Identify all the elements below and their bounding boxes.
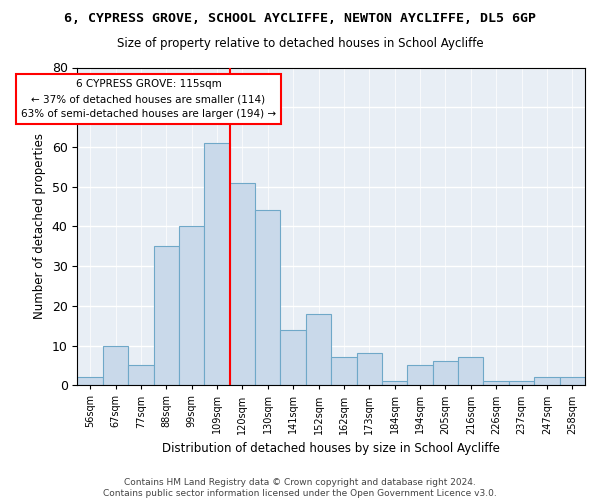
Bar bbox=[154, 246, 179, 386]
Bar bbox=[331, 358, 356, 386]
Text: Size of property relative to detached houses in School Aycliffe: Size of property relative to detached ho… bbox=[116, 38, 484, 51]
Bar bbox=[103, 346, 128, 386]
Bar bbox=[205, 143, 230, 386]
Bar bbox=[179, 226, 205, 386]
Text: Contains HM Land Registry data © Crown copyright and database right 2024.
Contai: Contains HM Land Registry data © Crown c… bbox=[103, 478, 497, 498]
Y-axis label: Number of detached properties: Number of detached properties bbox=[33, 134, 46, 320]
Bar bbox=[77, 378, 103, 386]
Bar bbox=[534, 378, 560, 386]
Bar bbox=[306, 314, 331, 386]
Bar bbox=[382, 382, 407, 386]
Bar bbox=[280, 330, 306, 386]
Bar bbox=[433, 362, 458, 386]
Bar bbox=[458, 358, 484, 386]
Text: 6, CYPRESS GROVE, SCHOOL AYCLIFFE, NEWTON AYCLIFFE, DL5 6GP: 6, CYPRESS GROVE, SCHOOL AYCLIFFE, NEWTO… bbox=[64, 12, 536, 26]
Text: 6 CYPRESS GROVE: 115sqm
← 37% of detached houses are smaller (114)
63% of semi-d: 6 CYPRESS GROVE: 115sqm ← 37% of detache… bbox=[21, 80, 276, 119]
Bar bbox=[255, 210, 280, 386]
Bar bbox=[560, 378, 585, 386]
Bar bbox=[484, 382, 509, 386]
Bar bbox=[230, 182, 255, 386]
X-axis label: Distribution of detached houses by size in School Aycliffe: Distribution of detached houses by size … bbox=[162, 442, 500, 455]
Bar bbox=[509, 382, 534, 386]
Bar bbox=[128, 366, 154, 386]
Bar bbox=[407, 366, 433, 386]
Bar bbox=[356, 354, 382, 386]
